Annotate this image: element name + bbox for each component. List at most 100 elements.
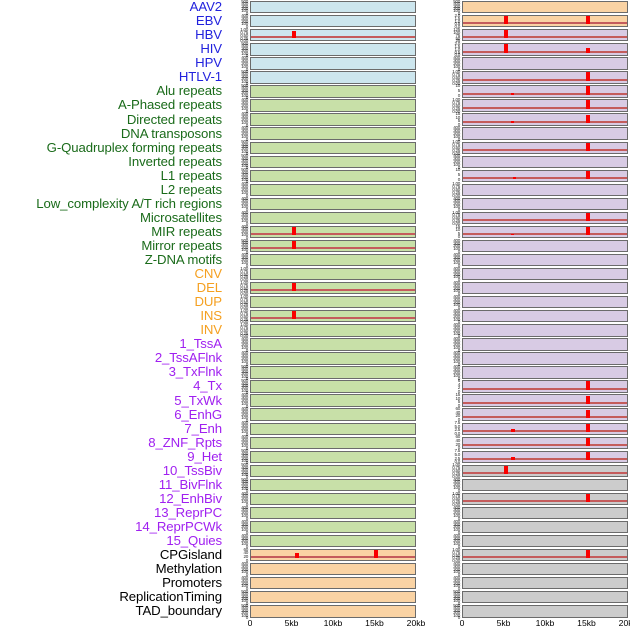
left-track-10-tssbiv[interactable]: [250, 464, 416, 478]
right-track-hiv[interactable]: [462, 43, 628, 56]
left-track-12-enhbiv[interactable]: [250, 492, 416, 506]
left-track-aav2[interactable]: [250, 1, 416, 14]
right-track-a-phased-repeats[interactable]: [462, 99, 628, 112]
left-track-7-enh[interactable]: [250, 422, 416, 435]
y-tick-label: 300: [241, 352, 248, 358]
right-track-1-tssa[interactable]: [462, 338, 628, 351]
right-track-z-dna-motifs[interactable]: [462, 253, 628, 267]
left-track-hbv[interactable]: [250, 29, 416, 42]
left-track-microsatellites[interactable]: [250, 211, 416, 225]
left-track-ins[interactable]: [250, 310, 416, 323]
right-track-l1-repeats[interactable]: [462, 169, 628, 182]
left-track-cpgisland[interactable]: [250, 548, 416, 562]
left-track-14-reprpcwk[interactable]: [250, 520, 416, 534]
right-track-aav2[interactable]: [462, 1, 628, 14]
y-tick-label: 200: [241, 76, 248, 82]
right-track-8-znf-rpts[interactable]: [462, 436, 628, 449]
right-track-low-complexity-a-t-rich-regions[interactable]: [462, 197, 628, 211]
right-track-del[interactable]: [462, 282, 628, 295]
left-track-g-quadruplex-forming-repeats[interactable]: [250, 141, 416, 154]
left-track-15-quies[interactable]: [250, 534, 416, 548]
left-track-mir-repeats[interactable]: [250, 225, 416, 239]
right-track-inv[interactable]: [462, 324, 628, 337]
right-track-7-enh[interactable]: [462, 422, 628, 435]
right-track-alu-repeats[interactable]: [462, 85, 628, 98]
right-track-5-txwk[interactable]: [462, 394, 628, 407]
right-track-directed-repeats[interactable]: [462, 113, 628, 126]
left-y-axis: 400 300 200 100 0: [226, 505, 248, 521]
y-tick-label: 0.25: [240, 288, 248, 294]
right-track-4-tx[interactable]: [462, 380, 628, 393]
right-track-methylation[interactable]: [462, 563, 628, 576]
left-track-hpv[interactable]: [250, 57, 416, 70]
y-tick-label: 0: [457, 234, 461, 240]
y-tick-label: 300: [241, 607, 248, 613]
left-track-ebv[interactable]: [250, 15, 416, 28]
right-track-dna-transposons[interactable]: [462, 127, 628, 140]
left-track-4-tx[interactable]: [250, 380, 416, 393]
right-track-6-enhg[interactable]: [462, 408, 628, 421]
left-track-a-phased-repeats[interactable]: [250, 99, 416, 112]
right-track-14-reprpcwk[interactable]: [462, 520, 628, 534]
left-track-inverted-repeats[interactable]: [250, 155, 416, 168]
right-track-cnv[interactable]: [462, 267, 628, 281]
right-track-mir-repeats[interactable]: [462, 225, 628, 239]
right-track-15-quies[interactable]: [462, 534, 628, 548]
right-track-microsatellites[interactable]: [462, 211, 628, 225]
y-tick-label: 5: [457, 118, 461, 124]
right-track-11-bivflnk[interactable]: [462, 478, 628, 492]
right-track-g-quadruplex-forming-repeats[interactable]: [462, 141, 628, 154]
left-track-replicationtiming[interactable]: [250, 591, 416, 604]
left-track-promoters[interactable]: [250, 577, 416, 590]
right-track-9-het[interactable]: [462, 450, 628, 463]
left-track-directed-repeats[interactable]: [250, 113, 416, 126]
right-track-htlv-1[interactable]: [462, 71, 628, 84]
right-y-axis: 1.00 0.75 0.50 0.25 0.00: [438, 140, 460, 156]
right-track-2-tssaflnk[interactable]: [462, 352, 628, 365]
right-track-replicationtiming[interactable]: [462, 591, 628, 604]
left-track-alu-repeats[interactable]: [250, 85, 416, 98]
right-track-12-enhbiv[interactable]: [462, 492, 628, 506]
left-track-13-reprpc[interactable]: [250, 506, 416, 520]
left-track-6-enhg[interactable]: [250, 408, 416, 421]
right-track-10-tssbiv[interactable]: [462, 464, 628, 478]
right-track-dup[interactable]: [462, 296, 628, 309]
left-track-z-dna-motifs[interactable]: [250, 253, 416, 267]
left-track-l1-repeats[interactable]: [250, 169, 416, 182]
left-track-del[interactable]: [250, 282, 416, 295]
left-track-tad-boundary[interactable]: [250, 605, 416, 618]
right-track-inverted-repeats[interactable]: [462, 155, 628, 168]
y-tick-label: 100: [453, 288, 460, 294]
left-track-dna-transposons[interactable]: [250, 127, 416, 140]
right-track-13-reprpc[interactable]: [462, 506, 628, 520]
right-track-ins[interactable]: [462, 310, 628, 323]
left-track-1-tssa[interactable]: [250, 338, 416, 351]
left-track-methylation[interactable]: [250, 563, 416, 576]
left-track-5-txwk[interactable]: [250, 394, 416, 407]
y-tick-label: 0: [245, 66, 249, 72]
track-label: Microsatellites: [139, 209, 222, 225]
data-bar: [586, 423, 591, 432]
left-track-htlv-1[interactable]: [250, 71, 416, 84]
left-track-3-txflnk[interactable]: [250, 366, 416, 379]
right-track-l2-repeats[interactable]: [462, 183, 628, 197]
right-track-cpgisland[interactable]: [462, 548, 628, 562]
right-track-mirror-repeats[interactable]: [462, 239, 628, 253]
left-track-low-complexity-a-t-rich-regions[interactable]: [250, 197, 416, 211]
left-track-mirror-repeats[interactable]: [250, 239, 416, 253]
left-track-dup[interactable]: [250, 296, 416, 309]
left-track-l2-repeats[interactable]: [250, 183, 416, 197]
right-track-3-txflnk[interactable]: [462, 366, 628, 379]
left-track-hiv[interactable]: [250, 43, 416, 56]
left-track-inv[interactable]: [250, 324, 416, 337]
left-track-cnv[interactable]: [250, 267, 416, 281]
left-track-11-bivflnk[interactable]: [250, 478, 416, 492]
right-track-hbv[interactable]: [462, 29, 628, 42]
right-track-ebv[interactable]: [462, 15, 628, 28]
right-track-hpv[interactable]: [462, 57, 628, 70]
right-track-promoters[interactable]: [462, 577, 628, 590]
left-track-2-tssaflnk[interactable]: [250, 352, 416, 365]
right-track-tad-boundary[interactable]: [462, 605, 628, 618]
left-track-8-znf-rpts[interactable]: [250, 436, 416, 449]
left-track-9-het[interactable]: [250, 450, 416, 463]
